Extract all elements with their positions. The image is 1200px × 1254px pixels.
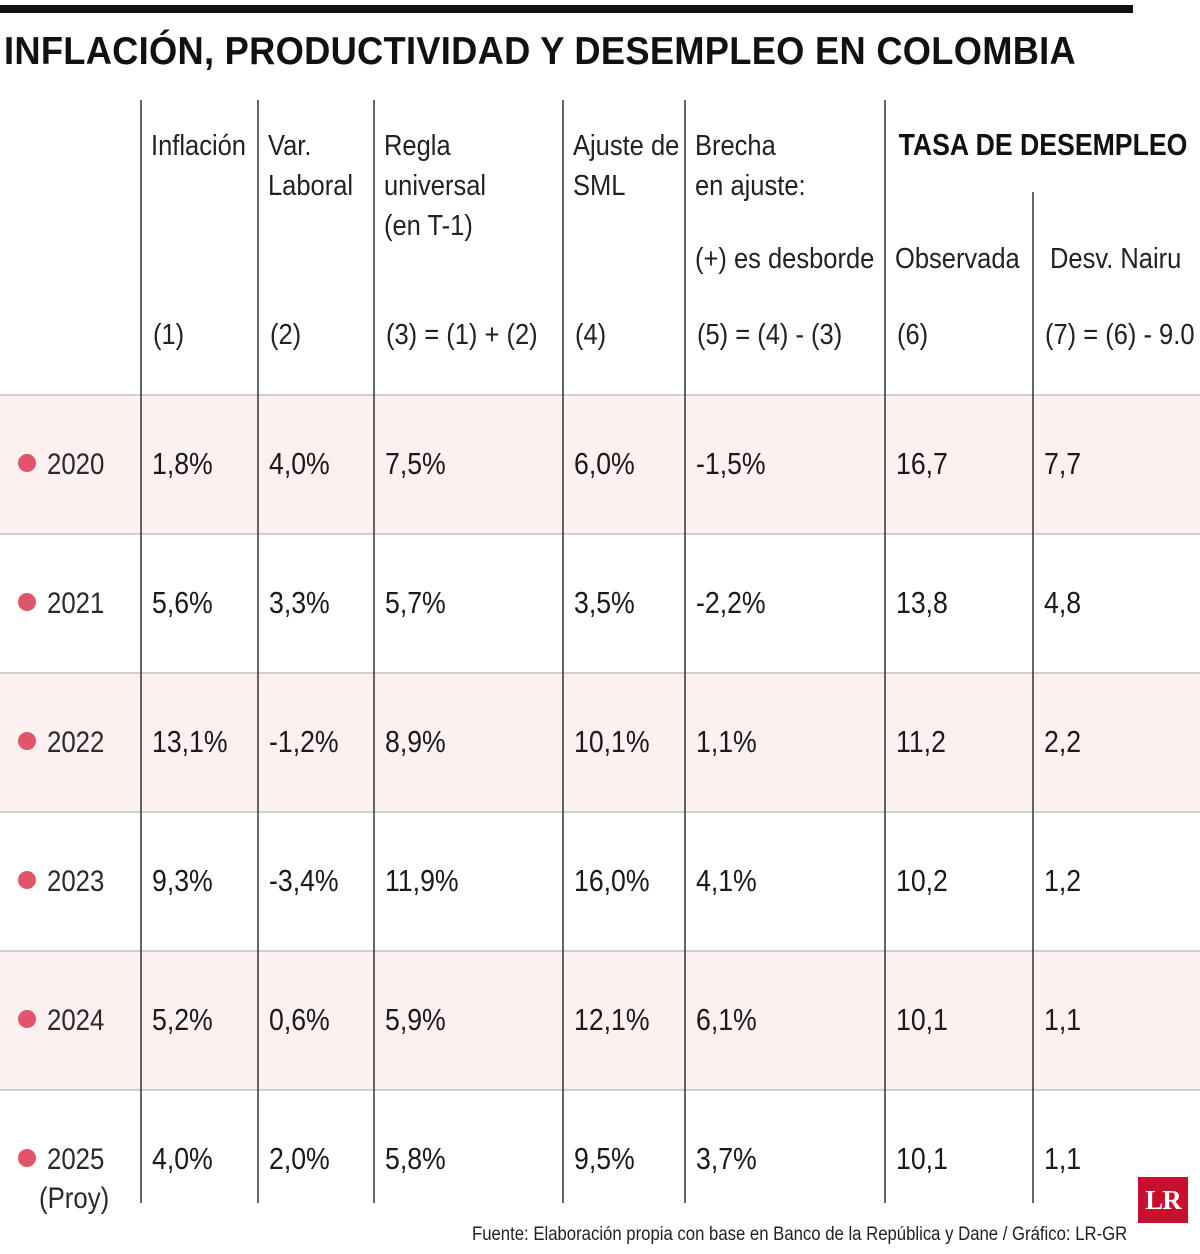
column-header-label: Ajuste de <box>573 128 679 161</box>
table-cell: 1,1 <box>1044 1003 1081 1037</box>
year-marker-dot <box>18 454 36 472</box>
table-cell: 5,9% <box>385 1003 446 1037</box>
column-formula: (6) <box>897 317 928 350</box>
column-formula: (5) = (4) - (3) <box>697 317 842 350</box>
year-label: 2022 <box>47 725 104 758</box>
year-marker-dot <box>18 593 36 611</box>
column-header-sublabel: Desv. Nairu <box>1050 241 1181 274</box>
top-rule <box>0 5 1133 13</box>
chart-title: INFLACIÓN, PRODUCTIVIDAD Y DESEMPLEO EN … <box>4 30 1077 73</box>
year-label: 2025 <box>47 1142 104 1175</box>
year-label: 2021 <box>47 586 104 619</box>
table-cell: -1,2% <box>269 725 339 759</box>
column-header-sublabel: Observada <box>895 241 1021 274</box>
row-stripe <box>0 951 1200 1090</box>
row-stripe <box>0 395 1200 534</box>
table-cell: 3,7% <box>696 1142 757 1176</box>
table-cell: -2,2% <box>696 586 766 620</box>
table-cell: 3,5% <box>574 586 635 620</box>
table-cell: 8,9% <box>385 725 446 759</box>
column-formula: (2) <box>270 317 301 350</box>
year-label: 2023 <box>47 864 104 897</box>
table-cell: 13,1% <box>152 725 228 759</box>
table-cell: 4,0% <box>152 1142 213 1176</box>
table-cell: 1,2 <box>1044 864 1081 898</box>
column-header-label: SML <box>573 168 625 201</box>
column-header-label: universal <box>384 168 486 201</box>
table-cell: 4,0% <box>269 447 330 481</box>
table-cell: 1,1 <box>1044 1142 1081 1176</box>
column-formula: (4) <box>575 317 606 350</box>
table-cell: 10,2 <box>896 864 948 898</box>
table-cell: -1,5% <box>696 447 766 481</box>
table-cell: 3,3% <box>269 586 330 620</box>
column-header-label: (en T-1) <box>384 208 473 241</box>
column-header-label: Brecha <box>695 128 777 161</box>
table-cell: 5,6% <box>152 586 213 620</box>
table-cell: 13,8 <box>896 586 948 620</box>
table-cell: 9,3% <box>152 864 213 898</box>
source-note: Fuente: Elaboración propia con base en B… <box>472 1224 1128 1245</box>
column-header-label: Regla <box>384 128 451 161</box>
row-stripe <box>0 673 1200 812</box>
column-header-label: Inflación <box>151 128 246 161</box>
year-label: 2020 <box>47 447 104 480</box>
column-header-label: Var. <box>268 128 311 161</box>
column-formula: (3) = (1) + (2) <box>386 317 538 350</box>
table-cell: 4,1% <box>696 864 757 898</box>
column-header-sublabel: (+) es desborde <box>695 241 874 274</box>
table-cell: 5,7% <box>385 586 446 620</box>
table-cell: 1,8% <box>152 447 213 481</box>
group-header: TASA DE DESEMPLEO <box>899 128 1188 162</box>
lr-logo: LR <box>1138 1177 1188 1223</box>
year-marker-dot <box>18 871 36 889</box>
table-cell: 10,1 <box>896 1142 948 1176</box>
table-cell: -3,4% <box>269 864 339 898</box>
table-cell: 5,8% <box>385 1142 446 1176</box>
year-marker-dot <box>18 732 36 750</box>
table-cell: 11,2 <box>896 725 946 759</box>
table-cell: 4,8 <box>1044 586 1081 620</box>
table-cell: 9,5% <box>574 1142 635 1176</box>
table-cell: 1,1% <box>696 725 757 759</box>
table-cell: 16,7 <box>896 447 948 481</box>
year-marker-dot <box>18 1010 36 1028</box>
table-cell: 10,1% <box>574 725 650 759</box>
table-cell: 12,1% <box>574 1003 650 1037</box>
table-cell: 0,6% <box>269 1003 330 1037</box>
table-cell: 5,2% <box>152 1003 213 1037</box>
table-cell: 10,1 <box>896 1003 948 1037</box>
table-cell: 11,9% <box>385 864 459 898</box>
year-label: (Proy) <box>39 1181 109 1214</box>
column-formula: (1) <box>153 317 184 350</box>
year-label: 2024 <box>47 1003 104 1036</box>
column-header-label: en ajuste: <box>695 168 806 201</box>
year-marker-dot <box>18 1149 36 1167</box>
column-header-label: Laboral <box>268 168 353 201</box>
table-cell: 6,1% <box>696 1003 757 1037</box>
table-cell: 7,5% <box>385 447 446 481</box>
table-cell: 2,2 <box>1044 725 1081 759</box>
table-cell: 2,0% <box>269 1142 330 1176</box>
column-formula: (7) = (6) - 9.0 <box>1045 317 1195 350</box>
table-cell: 7,7 <box>1044 447 1081 481</box>
table-cell: 16,0% <box>574 864 650 898</box>
table-cell: 6,0% <box>574 447 635 481</box>
